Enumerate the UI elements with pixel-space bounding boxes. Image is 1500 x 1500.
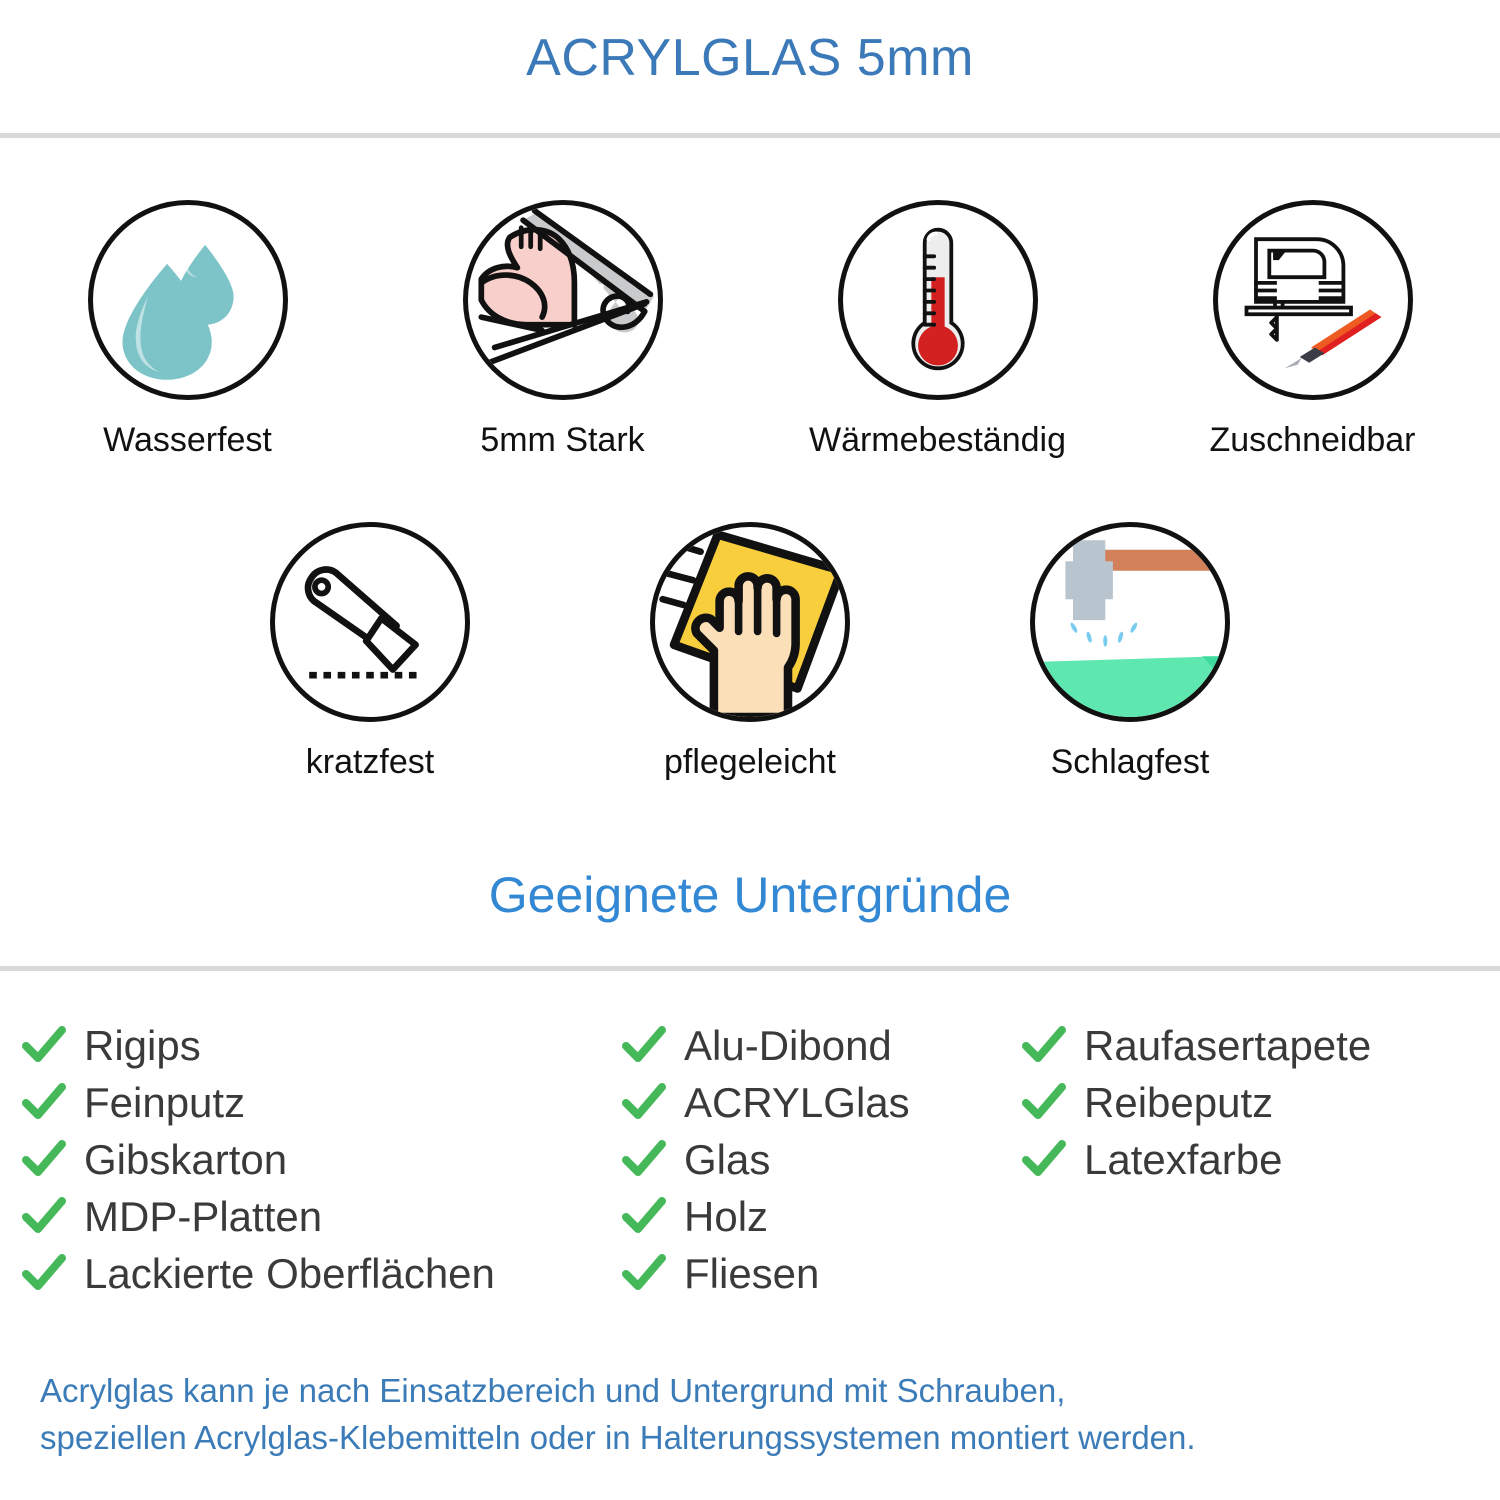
section-title-untergruende: Geeignete Untergründe bbox=[488, 867, 1012, 924]
footer-line-2: speziellen Acrylglas-Klebemitteln oder i… bbox=[40, 1419, 1196, 1457]
checklist-column-3: Raufasertapete Reibeputz Latexfarbe bbox=[1022, 1017, 1482, 1188]
feature-row-2: kratzfest pflegeleicht bbox=[0, 522, 1500, 782]
check-icon bbox=[1022, 1082, 1066, 1119]
list-item-label: Latexfarbe bbox=[1084, 1135, 1283, 1183]
feature-5mm-stark[interactable]: 5mm Stark bbox=[375, 200, 750, 460]
check-icon bbox=[622, 1139, 666, 1176]
divider-middle bbox=[0, 966, 1500, 972]
hand-cloth-icon bbox=[650, 522, 850, 723]
footer-line-1: Acrylglas kann je nach Einsatzbereich un… bbox=[40, 1372, 1066, 1410]
check-icon bbox=[622, 1253, 666, 1290]
header-band: ACRYLGLAS 5mm bbox=[0, 0, 1500, 87]
list-item: Glas bbox=[622, 1131, 1022, 1188]
list-item: ACRYLGlas bbox=[622, 1074, 1022, 1131]
feature-label: 5mm Stark bbox=[480, 421, 645, 460]
list-item: Gibskarton bbox=[22, 1131, 622, 1188]
check-icon bbox=[22, 1196, 66, 1233]
check-icon bbox=[22, 1139, 66, 1176]
list-item: Raufasertapete bbox=[1022, 1017, 1482, 1074]
check-icon bbox=[622, 1082, 666, 1119]
divider-top bbox=[0, 133, 1500, 139]
feature-label: pflegeleicht bbox=[663, 743, 836, 782]
list-item: Rigips bbox=[22, 1017, 622, 1074]
thermometer-icon bbox=[837, 200, 1038, 401]
checklist-column-2: Alu-Dibond ACRYLGlas Glas Holz Fliesen bbox=[622, 1017, 1022, 1302]
list-item: Feinputz bbox=[22, 1074, 622, 1131]
jigsaw-knife-icon bbox=[1212, 200, 1413, 401]
list-item-label: Fliesen bbox=[684, 1249, 820, 1297]
section-heading-band: Geeignete Untergründe bbox=[0, 866, 1500, 924]
check-icon bbox=[22, 1082, 66, 1119]
check-icon bbox=[22, 1025, 66, 1062]
list-item-label: Lackierte Oberflächen bbox=[84, 1249, 495, 1297]
feature-label: Zuschneidbar bbox=[1209, 421, 1416, 460]
list-item: Alu-Dibond bbox=[622, 1017, 1022, 1074]
feature-row-1: Wasserfest bbox=[0, 200, 1500, 460]
feature-schlagfest: Schlagfest bbox=[940, 522, 1320, 782]
list-item: Latexfarbe bbox=[1022, 1131, 1482, 1188]
feature-label: Schlagfest bbox=[1050, 743, 1210, 782]
list-item: MDP-Platten bbox=[22, 1188, 622, 1245]
check-icon bbox=[622, 1025, 666, 1062]
check-icon bbox=[1022, 1139, 1066, 1176]
list-item-label: ACRYLGlas bbox=[684, 1078, 910, 1126]
feature-pflegeleicht: pflegeleicht bbox=[560, 522, 940, 782]
list-item-label: Holz bbox=[684, 1192, 769, 1240]
list-item: Reibeputz bbox=[1022, 1074, 1482, 1131]
cutter-knife-icon bbox=[270, 522, 470, 723]
feature-label: Wärmebeständig bbox=[808, 421, 1066, 460]
page-title: ACRYLGLAS 5mm bbox=[526, 29, 974, 87]
feature-waermebestaendig: Wärmebeständig bbox=[750, 200, 1125, 460]
feature-kratzfest: kratzfest bbox=[180, 522, 560, 782]
footer-note: Acrylglas kann je nach Einsatzbereich un… bbox=[40, 1368, 1460, 1462]
substrate-checklist: Rigips Feinputz Gibskarton MDP-Platten L… bbox=[0, 971, 1500, 1302]
checklist-column-1: Rigips Feinputz Gibskarton MDP-Platten L… bbox=[22, 1017, 622, 1302]
list-item-label: Alu-Dibond bbox=[684, 1021, 892, 1069]
list-item-label: Feinputz bbox=[84, 1078, 246, 1126]
water-drops-icon bbox=[87, 200, 288, 401]
hammer-impact-icon bbox=[1030, 522, 1230, 723]
list-item-label: MDP-Platten bbox=[84, 1192, 323, 1240]
list-item-label: Raufasertapete bbox=[1084, 1021, 1372, 1069]
list-item: Lackierte Oberflächen bbox=[22, 1245, 622, 1302]
list-item-label: Glas bbox=[684, 1135, 771, 1183]
check-icon bbox=[1022, 1025, 1066, 1062]
list-item-label: Gibskarton bbox=[84, 1135, 288, 1183]
flexed-arm-icon bbox=[462, 200, 663, 401]
features-section: Wasserfest bbox=[0, 138, 1500, 782]
feature-zuschneidbar: Zuschneidbar bbox=[1125, 200, 1500, 460]
check-icon bbox=[622, 1196, 666, 1233]
feature-label: kratzfest bbox=[305, 743, 435, 782]
list-item: Fliesen bbox=[622, 1245, 1022, 1302]
list-item-label: Reibeputz bbox=[1084, 1078, 1274, 1126]
list-item-label: Rigips bbox=[84, 1021, 201, 1069]
list-item: Holz bbox=[622, 1188, 1022, 1245]
feature-label: Wasserfest bbox=[103, 421, 272, 460]
check-icon bbox=[22, 1253, 66, 1290]
feature-wasserfest[interactable]: Wasserfest bbox=[0, 200, 375, 460]
